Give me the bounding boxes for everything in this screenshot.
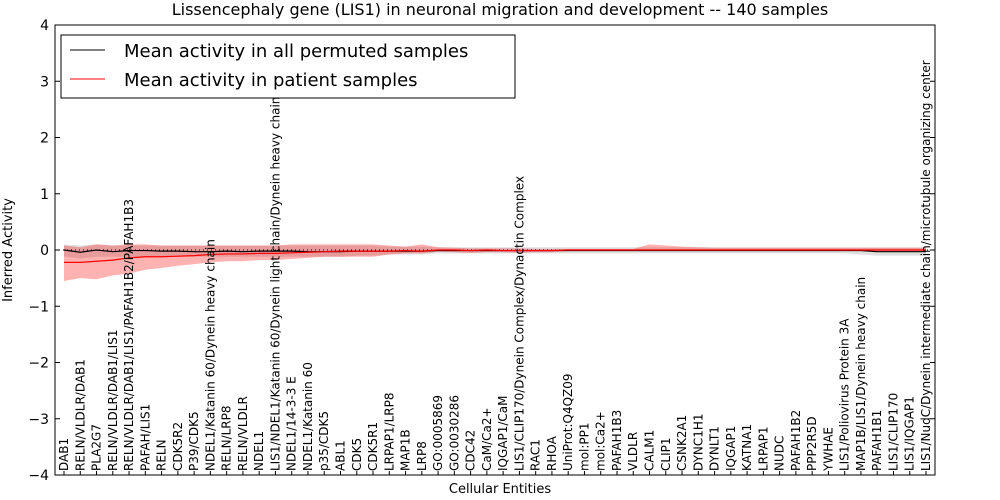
y-tick-label: −3 xyxy=(28,412,49,428)
x-tick-label: RAC1 xyxy=(529,439,543,471)
x-tick-label: CDK5R1 xyxy=(366,422,380,471)
x-tick-label: MAP1B/LIS1/Dynein heavy chain xyxy=(854,277,868,471)
x-tick-label: mol:Ca2+ xyxy=(594,411,608,471)
legend-box xyxy=(60,34,516,99)
plot-area: DAB1 RELN/VLDLR/DAB1 PLA2G7 RELN/VLDLR/DAB1… xyxy=(28,18,936,484)
x-tick-label: MAP1B xyxy=(399,429,413,471)
y-tick-label: −4 xyxy=(28,468,49,484)
x-tick-label: CALM1 xyxy=(643,430,657,471)
x-tick-label: RELN xyxy=(155,439,169,471)
x-tick-label: GO:0030286 xyxy=(447,395,461,471)
x-tick-label: LIS1/NudC/Dynein intermediate chain/micr… xyxy=(919,60,933,471)
x-tick-label: VLDLR xyxy=(626,432,640,471)
x-tick-label: CLIP1 xyxy=(659,438,673,471)
x-tick-label: YWHAE xyxy=(821,427,835,472)
x-tick-label: CSNK2A1 xyxy=(675,415,689,471)
x-tick-label: CDK5 xyxy=(350,438,364,471)
x-tick-label: LRPAP1 xyxy=(756,426,770,471)
y-tick-label: 1 xyxy=(40,187,49,203)
x-tick-label: mol:PP1 xyxy=(577,422,591,471)
y-tick-label: 4 xyxy=(40,18,49,34)
x-tick-label: LRP8 xyxy=(415,441,429,471)
legend: Mean activity in all permuted samples Me… xyxy=(60,34,516,99)
x-tick-label: IQGAP1 xyxy=(724,426,738,471)
x-tick-label: PLA2G7 xyxy=(90,424,104,471)
x-tick-label: LIS1/CLIP170/Dynein Complex/Dynactin Com… xyxy=(512,176,526,471)
y-tick-label: −1 xyxy=(28,299,49,315)
x-tick-label: P39/CDK5 xyxy=(187,411,201,471)
x-tick-label: RELN/VLDLR/DAB1/LIS1 xyxy=(106,330,120,471)
x-tick-label: RELN/VLDLR/DAB1 xyxy=(73,359,87,471)
y-tick-label: 2 xyxy=(40,131,49,147)
x-tick-label: PAFAH1B3 xyxy=(610,410,624,471)
x-tick-label: RELN/VLDLR xyxy=(236,396,250,471)
x-tick-label: DYNLT1 xyxy=(708,426,722,471)
x-tick-label: GO:0005869 xyxy=(431,395,445,471)
x-tick-label: PAFAH1B1 xyxy=(870,410,884,471)
y-tick-label: −2 xyxy=(28,356,49,372)
x-tick-label: CDK5R2 xyxy=(171,422,185,471)
x-tick-label: IQGAP1/CaM xyxy=(496,396,510,472)
x-tick-label: RELN/LRP8 xyxy=(220,405,234,471)
x-tick-label: CaM/Ca2+ xyxy=(480,407,494,471)
x-tick-label: p35/CDK5 xyxy=(317,411,331,471)
legend-label-permuted: Mean activity in all permuted samples xyxy=(124,41,468,62)
x-tick-label: RHOA xyxy=(545,435,559,471)
x-tick-label: LRPAP1/LRP8 xyxy=(382,392,396,471)
x-tick-label: NDEL1/Katanin 60 xyxy=(301,362,315,471)
x-tick-label: KATNA1 xyxy=(740,424,754,471)
x-tick-label: PPP2R5D xyxy=(805,416,819,471)
x-tick-label: PAFAH1B2 xyxy=(789,410,803,471)
y-tick-label: 3 xyxy=(40,74,49,90)
x-tick-label: NUDC xyxy=(773,436,787,471)
legend-label-patient: Mean activity in patient samples xyxy=(124,70,418,91)
x-tick-label: PAFAH/LIS1 xyxy=(138,404,152,471)
x-tick-label: LIS1/IQGAP1 xyxy=(903,396,917,471)
x-tick-label: ABL1 xyxy=(333,440,347,471)
x-tick-label: LIS1/Poliovirus Protein 3A xyxy=(838,318,852,471)
y-axis-label: Inferred Activity xyxy=(1,198,16,302)
plot-frame xyxy=(54,24,936,476)
x-tick-label: LIS1/CLIP170 xyxy=(886,393,900,471)
x-tick-label: CDC42 xyxy=(464,430,478,471)
x-tick-label: NDEL1 xyxy=(252,431,266,471)
x-tick-label: UniProt:Q4QZ09 xyxy=(561,373,575,471)
x-tick-label: LIS1/NDEL1/Katanin 60/Dynein light chain… xyxy=(268,97,282,471)
x-tick-label: DAB1 xyxy=(57,438,71,471)
x-tick-label: DYNC1H1 xyxy=(691,413,705,471)
series-line-patient xyxy=(64,249,926,263)
x-tick-label: NDEL1/14-3-3 E xyxy=(285,376,299,471)
x-tick-label: NDEL1/Katanin 60/Dynein heavy chain xyxy=(203,239,217,471)
x-axis-label: Cellular Entities xyxy=(449,482,551,497)
band-permuted xyxy=(64,244,926,259)
x-tick-label: RELN/VLDLR/DAB1/LIS1/PAFAH1B2/PAFAH1B3 xyxy=(122,199,136,471)
y-tick-label: 0 xyxy=(40,243,49,259)
chart-title: Lissencephaly gene (LIS1) in neuronal mi… xyxy=(172,0,829,19)
